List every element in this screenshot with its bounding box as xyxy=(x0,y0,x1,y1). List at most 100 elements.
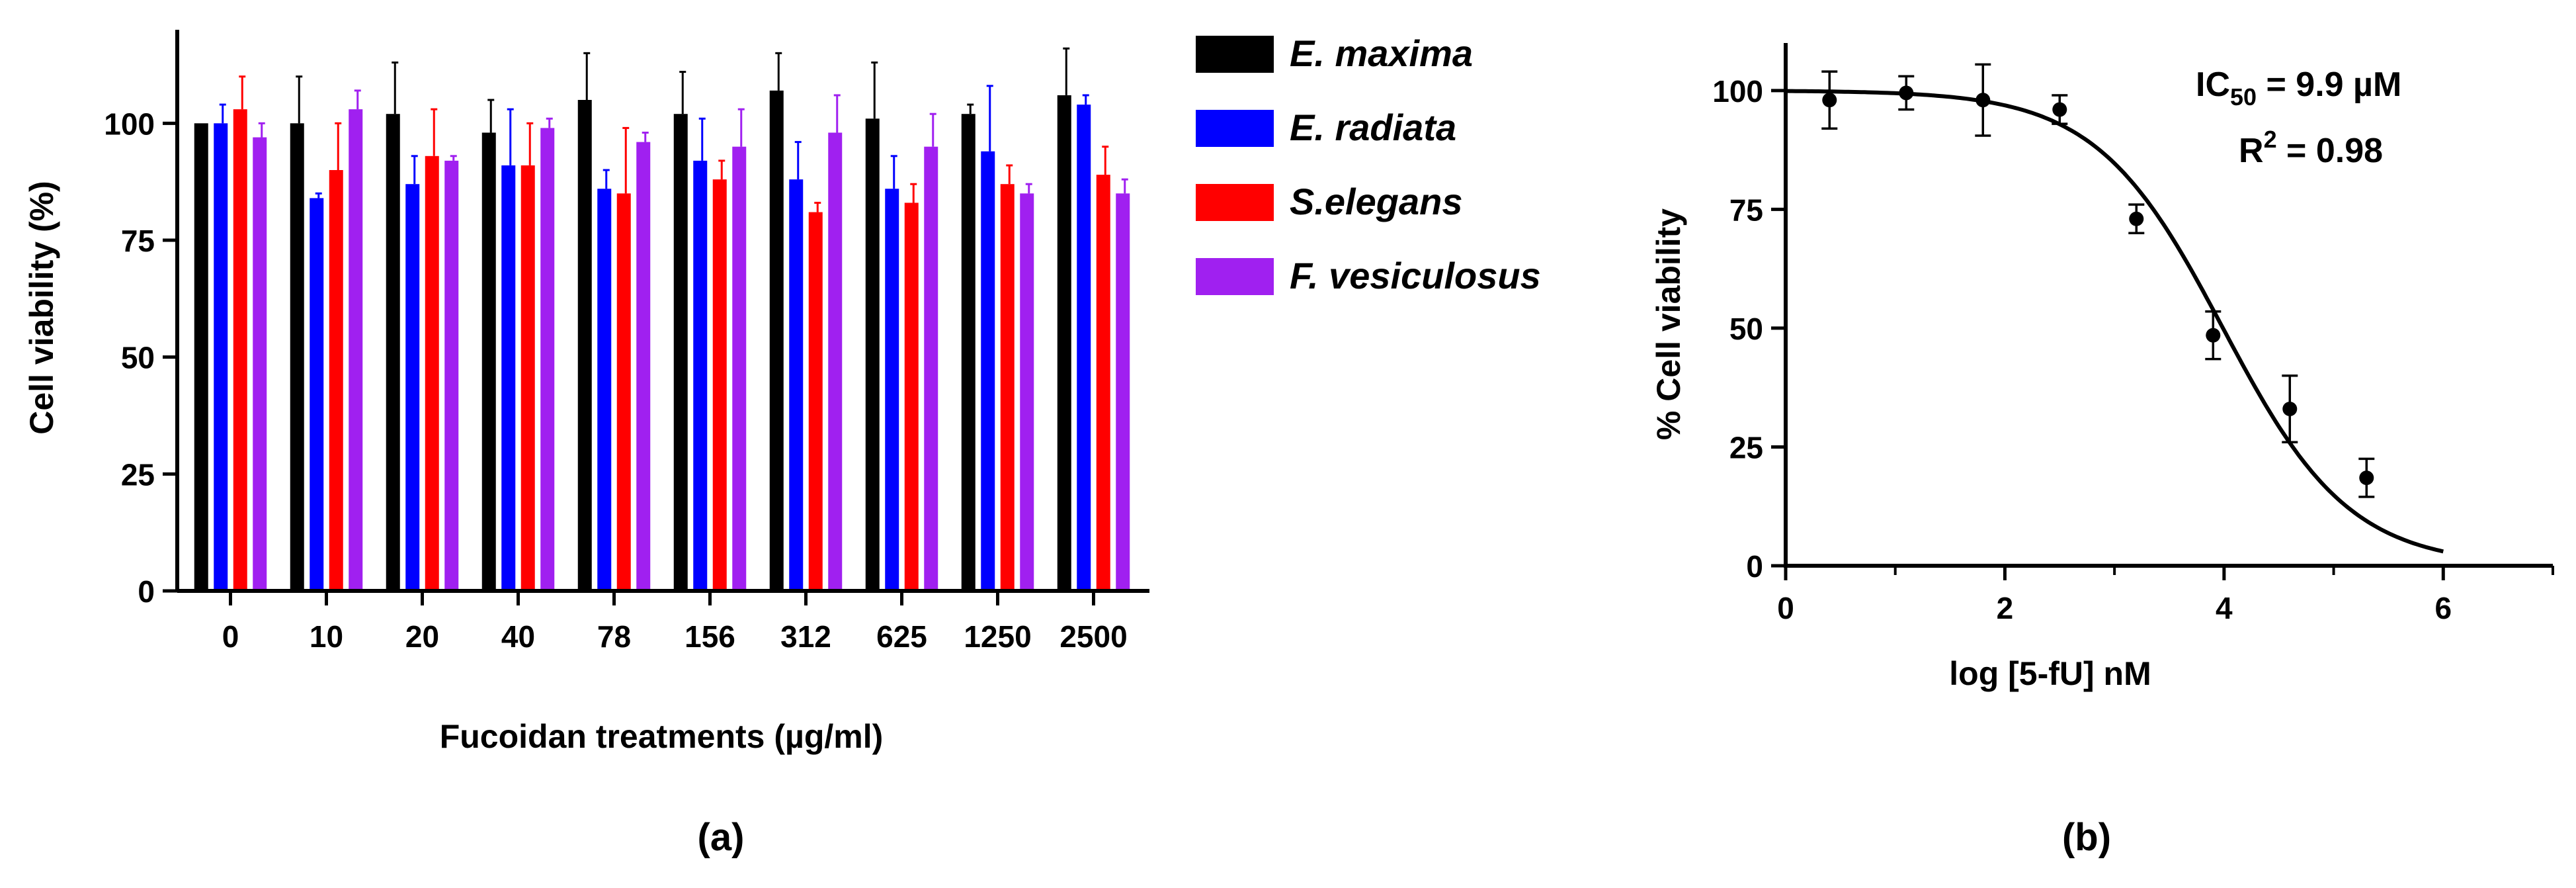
x-tick-label: 625 xyxy=(876,619,927,654)
x-axis-label: Fucoidan treatments (µg/ml) xyxy=(440,718,884,755)
svg-text:IC50 = 9.9 µM: IC50 = 9.9 µM xyxy=(2196,66,2401,111)
bar xyxy=(233,109,247,592)
error-bar-group xyxy=(219,47,1128,212)
bar xyxy=(520,165,535,591)
bar xyxy=(981,151,995,591)
y-tick-label: 75 xyxy=(1729,193,1763,227)
data-point xyxy=(2359,470,2374,486)
data-point xyxy=(2129,211,2144,226)
y-tick-label: 0 xyxy=(1746,549,1763,584)
bar xyxy=(885,189,899,591)
bar xyxy=(597,189,612,591)
bar xyxy=(924,146,938,591)
bar xyxy=(386,114,400,591)
ic50-label: IC xyxy=(2196,66,2230,104)
bar xyxy=(214,123,228,592)
legend-label: E. radiata xyxy=(1290,107,1456,148)
x-tick-label: 6 xyxy=(2434,591,2452,625)
panel-b-dose-response-chart: 0 25 50 75 100 0 2 4 6 % Cell viability log [5-… xyxy=(1650,43,2554,859)
x-tick-label: 156 xyxy=(685,619,735,654)
x-tick-label: 4 xyxy=(2216,591,2233,625)
y-axis: 0 25 50 75 100 xyxy=(1712,43,1788,584)
bar xyxy=(693,160,708,591)
bar xyxy=(636,142,651,592)
x-tick-label: 0 xyxy=(222,619,239,654)
bar xyxy=(290,123,304,592)
bar xyxy=(673,114,688,591)
y-tick-label: 25 xyxy=(1729,430,1763,465)
y-axis-label: Cell viability (%) xyxy=(23,181,60,434)
bar xyxy=(732,146,747,591)
legend-label: F. vesiculosus xyxy=(1290,255,1541,296)
bar xyxy=(444,160,459,591)
legend-swatch xyxy=(1196,36,1274,73)
y-tick-label: 100 xyxy=(1712,74,1763,109)
bar xyxy=(253,137,267,592)
bar xyxy=(329,170,343,591)
bar xyxy=(310,198,324,591)
bar xyxy=(1096,175,1110,592)
legend-swatch xyxy=(1196,258,1274,295)
bar xyxy=(1057,95,1071,591)
ic50-subscript: 50 xyxy=(2230,83,2257,111)
bar xyxy=(349,109,363,592)
x-tick-label: 10 xyxy=(310,619,343,654)
bar xyxy=(194,123,208,592)
data-point xyxy=(2282,402,2298,416)
data-point xyxy=(1899,85,1914,101)
bar-group xyxy=(194,90,1130,592)
ic50-annotation: IC50 = 9.9 µM xyxy=(2196,66,2401,111)
legend: E. maxima E. radiata S.elegans F. vesiculos… xyxy=(1196,32,1541,296)
data-point xyxy=(2206,328,2221,343)
bar xyxy=(1077,105,1091,592)
x-tick-label: 78 xyxy=(597,619,631,654)
x-tick-label: 2500 xyxy=(1059,619,1127,654)
bar xyxy=(405,184,420,591)
bar xyxy=(501,165,516,591)
x-axis-label: log [5-fU] nM xyxy=(1949,655,2151,692)
panel-a-bar-chart: 0 25 50 75 100 0 10 20 40 78 156 312 625 1250 2500 Ce… xyxy=(23,30,1541,859)
panel-a-label: (a) xyxy=(698,816,745,859)
y-tick-label: 50 xyxy=(121,341,155,375)
bar xyxy=(577,100,592,591)
r2-annotation: R2 = 0.98 xyxy=(2239,126,2383,170)
legend-label: E. maxima xyxy=(1290,32,1473,74)
y-tick-label: 25 xyxy=(121,457,155,492)
bar xyxy=(1000,184,1015,591)
panel-b-label: (b) xyxy=(2062,816,2111,859)
data-point xyxy=(1975,93,1991,108)
bar xyxy=(865,118,880,591)
x-tick-label: 312 xyxy=(780,619,831,654)
legend-swatch xyxy=(1196,184,1274,221)
bar xyxy=(616,193,631,591)
y-tick-label: 100 xyxy=(104,107,155,141)
x-tick-label: 0 xyxy=(1777,591,1794,625)
bar xyxy=(425,155,439,592)
bar xyxy=(828,132,843,591)
bar xyxy=(1020,193,1034,591)
ic50-value: = 9.9 µM xyxy=(2257,66,2401,104)
x-tick-label: 40 xyxy=(501,619,535,654)
x-tick-label: 1250 xyxy=(964,619,1031,654)
bar xyxy=(789,179,804,592)
y-tick-label: 50 xyxy=(1729,312,1763,346)
bar xyxy=(481,132,496,591)
y-axis-label: % Cell viability xyxy=(1650,208,1687,440)
legend-label: S.elegans xyxy=(1290,181,1462,222)
x-axis: 0 2 4 6 xyxy=(1777,564,2554,625)
r2-superscript: 2 xyxy=(2264,126,2277,153)
data-point xyxy=(1822,93,1837,108)
legend-swatch xyxy=(1196,110,1274,147)
bar xyxy=(808,212,823,592)
fit-curve xyxy=(1785,89,2444,554)
x-axis: 0 10 20 40 78 156 312 625 1250 2500 xyxy=(177,589,1149,654)
bar xyxy=(904,202,919,591)
r2-label: R xyxy=(2239,132,2264,170)
bar xyxy=(769,90,784,591)
r2-value: = 0.98 xyxy=(2277,132,2383,170)
y-tick-label: 0 xyxy=(138,574,155,609)
y-axis: 0 25 50 75 100 xyxy=(104,30,179,609)
x-tick-label: 2 xyxy=(1997,591,2014,625)
bar xyxy=(961,114,976,591)
